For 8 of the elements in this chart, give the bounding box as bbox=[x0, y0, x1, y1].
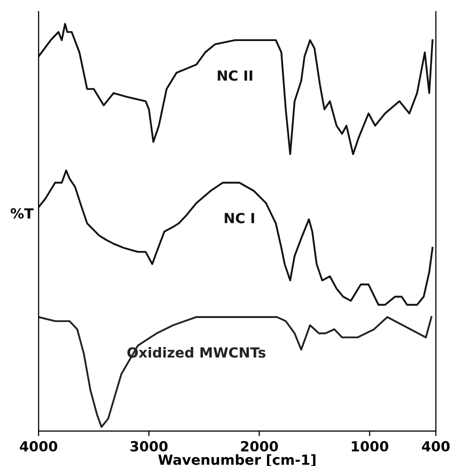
y-axis-title: %T bbox=[10, 208, 34, 219]
x-tick-label: 2000 bbox=[241, 441, 278, 452]
x-tick-label: 1000 bbox=[352, 441, 388, 452]
series-label: NC II bbox=[218, 70, 252, 81]
x-tick-label: 400 bbox=[422, 441, 450, 452]
series-label: NC I bbox=[224, 212, 254, 224]
x-tick-label: 4000 bbox=[20, 441, 58, 452]
x-tick-label: 3000 bbox=[130, 441, 168, 452]
